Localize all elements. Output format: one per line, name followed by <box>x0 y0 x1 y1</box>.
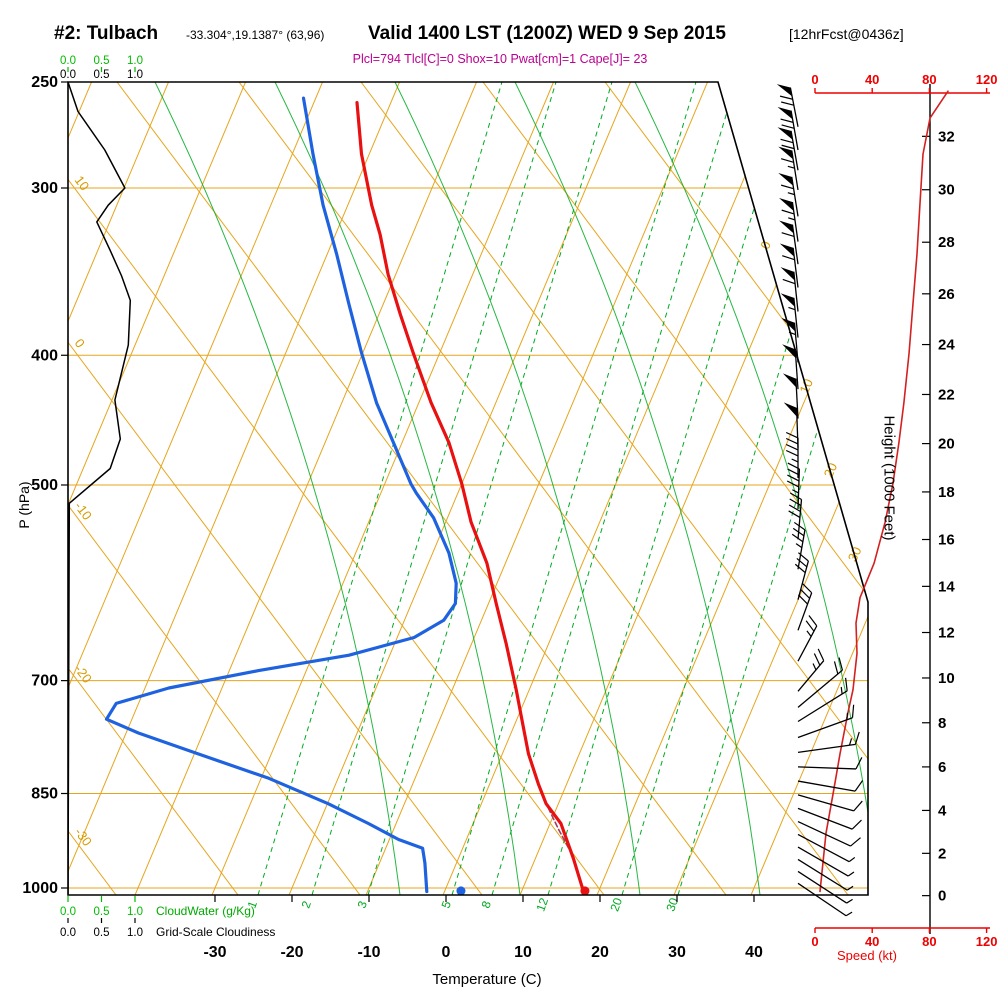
cloud-profiles <box>68 82 132 895</box>
svg-text:10: 10 <box>514 944 532 961</box>
cloudwater-scale: 0.0 0.0 0.5 0.5 1.0 1.0 <box>60 55 143 918</box>
svg-text:28: 28 <box>938 234 955 251</box>
svg-text:0: 0 <box>442 944 451 961</box>
temperature-curve <box>355 100 586 895</box>
svg-text:20: 20 <box>607 896 625 914</box>
svg-text:6: 6 <box>938 759 946 776</box>
svg-text:16: 16 <box>938 532 955 549</box>
wind-barbs <box>776 84 864 917</box>
svg-text:10: 10 <box>72 173 93 194</box>
station-title: #2: Tulbach <box>54 23 159 44</box>
grid-lines <box>68 82 868 895</box>
svg-text:24: 24 <box>938 337 955 354</box>
svg-text:30: 30 <box>663 896 681 914</box>
svg-text:0.0: 0.0 <box>60 906 76 918</box>
svg-text:1.0: 1.0 <box>127 69 143 81</box>
svg-text:2: 2 <box>299 899 315 910</box>
svg-text:2: 2 <box>938 845 946 862</box>
svg-text:32: 32 <box>938 128 955 145</box>
svg-text:0.5: 0.5 <box>94 69 110 81</box>
svg-text:3: 3 <box>355 899 371 910</box>
pressure-axis: 250 300 400 500 700 850 1000 <box>22 74 68 897</box>
svg-text:-20: -20 <box>72 662 95 686</box>
svg-text:0: 0 <box>811 934 818 949</box>
svg-text:1000: 1000 <box>22 880 58 897</box>
speed-axis-top: 0 40 80 120 <box>811 72 998 94</box>
svg-text:20: 20 <box>938 436 955 453</box>
svg-text:-30: -30 <box>72 825 95 849</box>
wind-speed-line <box>819 90 949 893</box>
svg-text:850: 850 <box>31 786 58 803</box>
height-axis-title: Height (1000 Feet) <box>880 415 898 541</box>
svg-text:80: 80 <box>922 934 936 949</box>
svg-text:1.0: 1.0 <box>127 55 143 67</box>
svg-text:400: 400 <box>31 347 58 364</box>
temperature-axis-title: Temperature (C) <box>432 971 542 988</box>
svg-text:0: 0 <box>938 888 946 905</box>
svg-text:0.0: 0.0 <box>60 55 76 67</box>
cloudwater-axis-title: CloudWater (g/Kg) <box>156 904 255 918</box>
pressure-axis-title: P (hPa) <box>16 481 32 529</box>
stability-params: Plcl=794 Tlcl[C]=0 Shox=10 Pwat[cm]=1 Ca… <box>352 52 648 66</box>
svg-text:1.0: 1.0 <box>127 927 143 939</box>
svg-text:8: 8 <box>479 899 495 910</box>
svg-text:300: 300 <box>31 180 58 197</box>
speed-axis-bottom: 0 40 80 120 <box>811 927 998 949</box>
svg-text:12: 12 <box>533 896 551 914</box>
svg-text:40: 40 <box>745 944 763 961</box>
svg-text:30: 30 <box>668 944 686 961</box>
svg-text:120: 120 <box>976 72 998 87</box>
svg-text:700: 700 <box>31 673 58 690</box>
plot-border <box>67 81 869 896</box>
dewpoint-curve <box>104 96 458 894</box>
svg-text:40: 40 <box>865 934 879 949</box>
svg-text:120: 120 <box>976 934 998 949</box>
surface-markers <box>456 886 590 896</box>
cloudiness-scale: 0.0 0.0 0.5 0.5 1.0 1.0 <box>60 69 143 939</box>
svg-text:250: 250 <box>31 74 58 91</box>
svg-text:22: 22 <box>938 386 955 403</box>
svg-text:30: 30 <box>938 182 955 199</box>
svg-text:20: 20 <box>591 944 609 961</box>
svg-text:0.5: 0.5 <box>94 927 110 939</box>
forecast-tag: [12hrFcst@0436z] <box>789 26 904 42</box>
svg-text:-10: -10 <box>72 499 95 523</box>
speed-axis-title: Speed (kt) <box>837 948 897 963</box>
svg-text:40: 40 <box>865 72 879 87</box>
svg-text:500: 500 <box>31 477 58 494</box>
station-coords: -33.304°,19.1387° (63,96) <box>186 28 325 42</box>
svg-text:26: 26 <box>938 286 955 303</box>
svg-text:0: 0 <box>811 72 818 87</box>
svg-text:5: 5 <box>439 899 455 910</box>
svg-text:0.5: 0.5 <box>94 55 110 67</box>
svg-text:1: 1 <box>245 899 261 910</box>
svg-text:4: 4 <box>938 802 947 819</box>
svg-text:12: 12 <box>938 625 955 642</box>
svg-text:18: 18 <box>938 484 955 501</box>
svg-text:-30: -30 <box>203 944 226 961</box>
svg-text:0.0: 0.0 <box>60 927 76 939</box>
temperature-axis: -30 -20 -10 0 10 20 30 40 <box>203 895 763 961</box>
svg-text:0.5: 0.5 <box>94 906 110 918</box>
svg-text:1.0: 1.0 <box>127 906 143 918</box>
svg-text:10: 10 <box>938 670 955 687</box>
svg-text:14: 14 <box>938 578 955 595</box>
svg-text:-20: -20 <box>280 944 303 961</box>
svg-text:0.0: 0.0 <box>60 69 76 81</box>
svg-text:8: 8 <box>938 715 946 732</box>
svg-text:-10: -10 <box>357 944 380 961</box>
valid-time: Valid 1400 LST (1200Z) WED 9 Sep 2015 <box>368 23 726 44</box>
svg-text:0: 0 <box>72 336 88 351</box>
surface-temp-marker <box>580 886 590 896</box>
svg-text:80: 80 <box>922 72 936 87</box>
cloudiness-axis-title: Grid-Scale Cloudiness <box>156 925 276 939</box>
surface-dewpoint-marker <box>456 886 466 896</box>
